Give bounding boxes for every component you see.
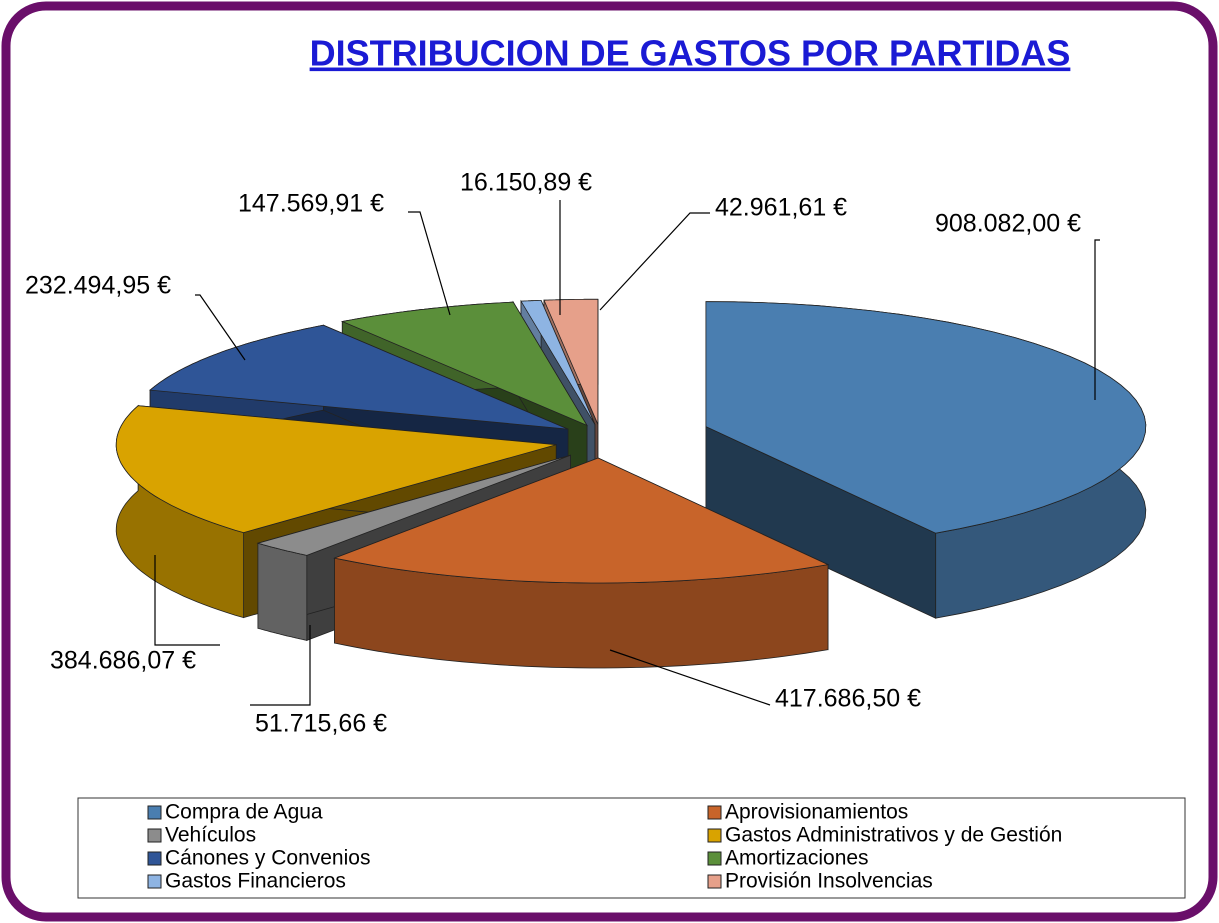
data-label: 232.494,95 €: [25, 272, 171, 300]
legend: [77, 797, 1186, 899]
leader-line: [250, 625, 311, 706]
slice: [149, 324, 569, 430]
leader-line: [609, 649, 771, 706]
legend-swatch: [707, 828, 722, 843]
legend-label: Gastos Administrativos y de Gestión: [725, 824, 1062, 847]
legend-swatch: [707, 851, 722, 866]
slice: [543, 298, 599, 425]
legend-swatch: [147, 828, 162, 843]
legend-label: Provisión Insolvencias: [725, 870, 933, 893]
slice: [115, 405, 557, 534]
slice: [256, 454, 571, 556]
leader-line: [599, 212, 710, 311]
data-label: 16.150,89 €: [460, 169, 592, 197]
legend-swatch: [147, 874, 162, 889]
chart-title: DISTRIBUCION DE GASTOS POR PARTIDAS: [310, 33, 1071, 74]
legend-swatch: [147, 805, 162, 820]
legend-label: Compra de Agua: [165, 801, 323, 824]
leader-line: [154, 555, 220, 646]
data-label: 384.686,07 €: [50, 647, 196, 675]
legend-label: Gastos Financieros: [165, 870, 346, 893]
legend-swatch: [707, 874, 722, 889]
slice: [705, 301, 1147, 534]
legend-swatch: [707, 805, 722, 820]
data-label: 42.961,61 €: [715, 194, 847, 222]
legend-label: Aprovisionamientos: [725, 801, 908, 824]
legend-label: Vehículos: [165, 824, 256, 847]
data-label: 417.686,50 €: [775, 685, 921, 713]
slice: [520, 300, 596, 425]
leader-line: [408, 211, 451, 316]
leader-line: [1094, 239, 1100, 400]
legend-label: Cánones y Convenios: [165, 847, 370, 870]
slice: [340, 301, 588, 427]
data-label: 147.569,91 €: [238, 190, 384, 218]
slice-wall: [257, 542, 308, 641]
data-label: 51.715,66 €: [255, 710, 387, 738]
legend-swatch: [147, 851, 162, 866]
legend-label: Amortizaciones: [725, 847, 869, 870]
slice: [333, 457, 830, 584]
data-label: 908.082,00 €: [935, 210, 1081, 238]
leader-line: [195, 294, 246, 361]
